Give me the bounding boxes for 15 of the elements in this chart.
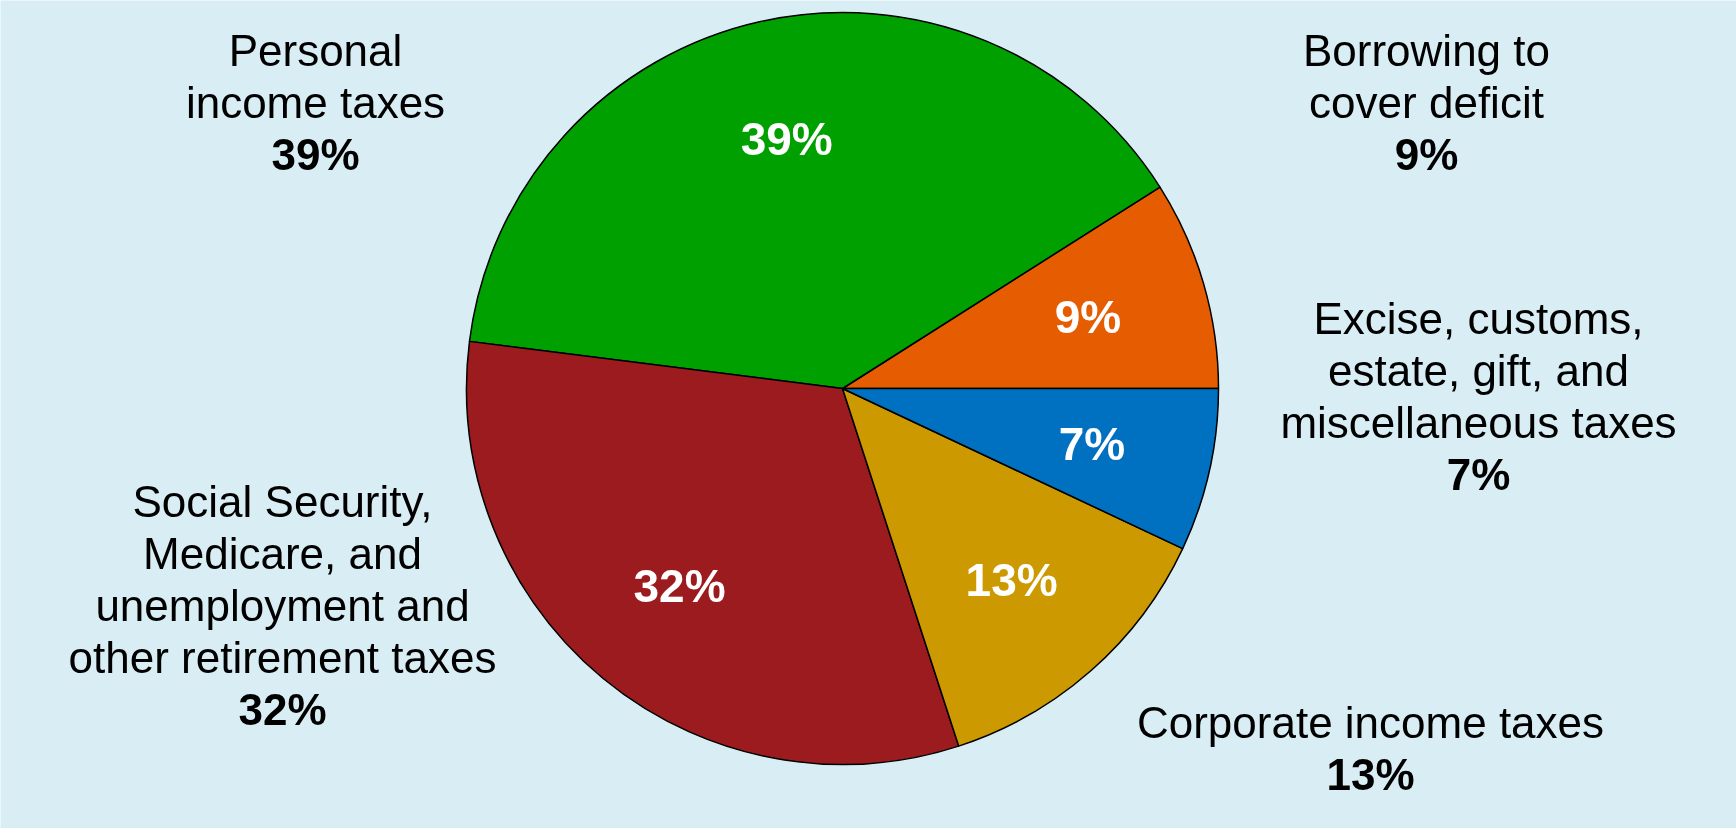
data-label: 7%: [1058, 418, 1126, 471]
slice-label: Personal income taxes: [185, 25, 446, 127]
text: 32%: [238, 684, 327, 734]
data-label: 32%: [633, 559, 726, 612]
slice-label: Borrowing to cover deficit: [1303, 25, 1551, 127]
slice-label: Corporate income taxes: [1136, 697, 1605, 747]
slice-label: Social Security, Medicare, and unemployment and other retirement taxes: [68, 476, 497, 682]
slice-label: Excise, customs, estate, gift, and miscellaneous taxes: [1280, 293, 1677, 447]
text: 13%: [1326, 749, 1415, 799]
data-label: 9%: [1054, 291, 1122, 344]
data-label: 39%: [740, 112, 833, 165]
text: 39%: [271, 129, 360, 179]
text: 9%: [1394, 129, 1459, 179]
data-label: 13%: [965, 554, 1058, 607]
text: 7%: [1446, 449, 1511, 499]
